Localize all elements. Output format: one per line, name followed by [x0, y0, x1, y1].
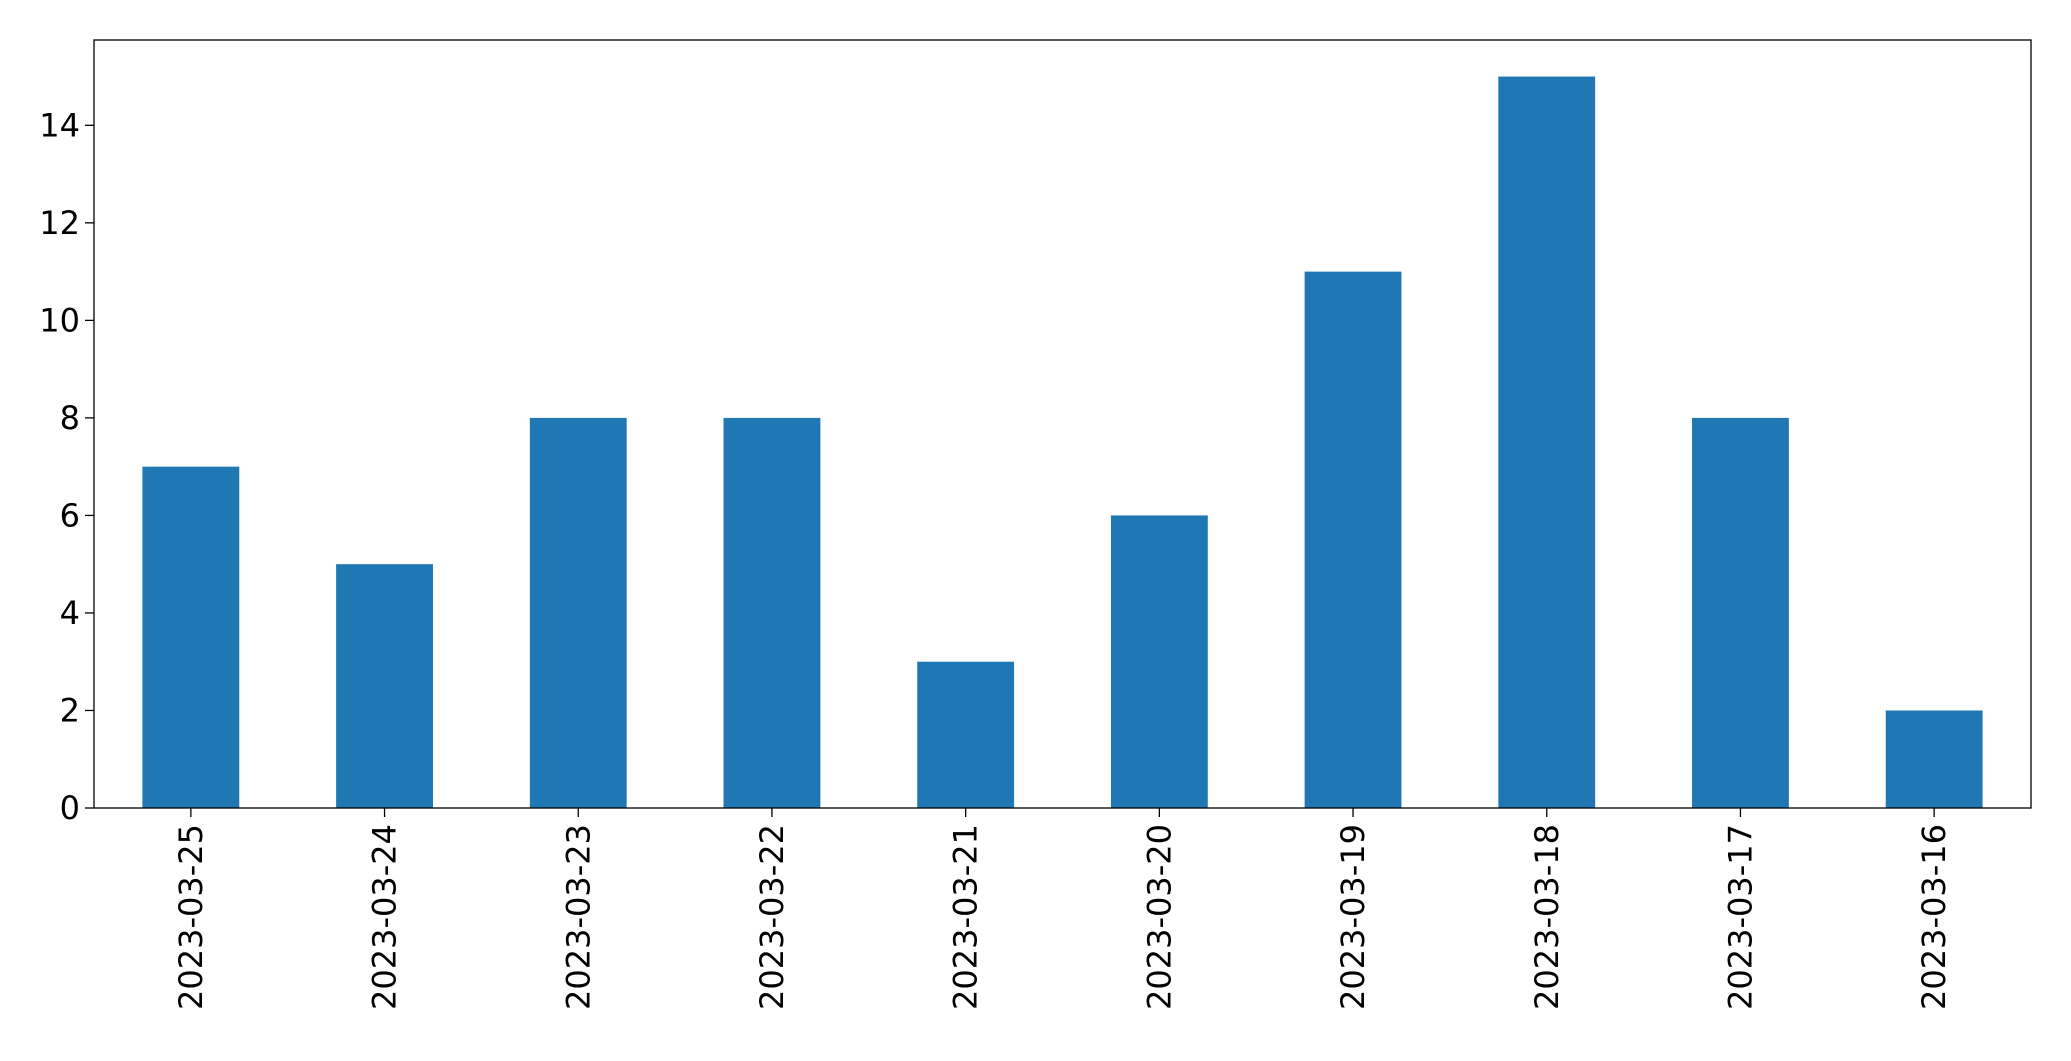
bar: [142, 466, 240, 808]
x-tick-label: 2023-03-25: [172, 824, 210, 1010]
x-tick-label: 2023-03-19: [1334, 824, 1372, 1010]
plot-frame: [93, 39, 2032, 809]
x-tick-label: 2023-03-18: [1528, 824, 1566, 1010]
bar: [1304, 271, 1402, 809]
bar: [723, 417, 821, 808]
y-tick-label: 4: [60, 594, 80, 632]
y-tick-label: 8: [60, 399, 80, 437]
y-tick-label: 14: [39, 106, 80, 144]
bar: [1885, 710, 1983, 808]
bar: [1110, 515, 1208, 808]
bar: [1692, 417, 1789, 808]
bar: [917, 661, 1015, 808]
x-tick-label: 2023-03-23: [559, 824, 597, 1010]
x-tick-label: 2023-03-17: [1721, 824, 1759, 1010]
bar: [529, 417, 627, 808]
y-tick-label: 2: [60, 691, 80, 729]
bar: [1498, 76, 1596, 809]
y-tick-label: 12: [39, 204, 80, 242]
x-tick-label: 2023-03-24: [366, 824, 404, 1010]
y-tick-label: 10: [39, 301, 80, 339]
y-tick-label: 6: [60, 496, 80, 534]
x-tick-label: 2023-03-16: [1915, 824, 1953, 1010]
x-tick-label: 2023-03-22: [753, 824, 791, 1010]
x-tick-label: 2023-03-20: [1140, 824, 1178, 1010]
y-tick-label: 0: [60, 789, 80, 827]
bar: [336, 564, 433, 808]
x-tick-label: 2023-03-21: [947, 824, 985, 1010]
